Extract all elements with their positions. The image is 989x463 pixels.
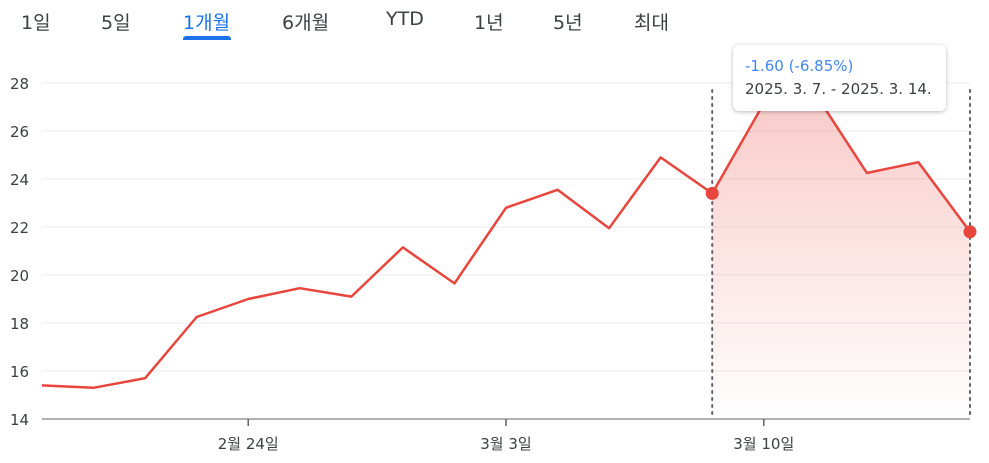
y-tick-label: 24 [10,171,29,189]
y-tick-label: 28 [10,75,29,93]
x-tick-label: 2월 24일 [218,435,279,453]
x-tick-label: 3월 10일 [733,435,794,453]
y-axis-ticks: 28 26 24 22 20 18 16 14 [10,75,29,429]
tab-5d[interactable]: 5일 [101,12,131,34]
tab-ytd[interactable]: YTD [386,8,424,30]
tab-1y[interactable]: 1년 [474,12,504,34]
active-tab-indicator [183,36,231,40]
selection-area [712,93,970,420]
price-change: -1.60 (-6.85%) [745,57,854,75]
y-tick-label: 22 [10,219,29,237]
tab-5y[interactable]: 5년 [553,12,583,34]
tab-max[interactable]: 최대 [634,12,669,34]
y-tick-label: 20 [10,267,29,285]
selection-bounds [711,89,971,420]
y-tick-label: 14 [10,411,29,429]
x-axis-ticks: 2월 24일 3월 3일 3월 10일 [218,419,794,453]
time-range-tabs: 1일 5일 1개월 6개월 YTD 1년 5년 최대 [0,0,989,44]
range-tooltip: -1.60 (-6.85%) 2025. 3. 7. - 2025. 3. 14… [733,45,946,111]
selection-point [705,186,719,200]
data-points [705,186,977,239]
tab-6m[interactable]: 6개월 [282,12,330,34]
x-tick-label: 3월 3일 [480,435,531,453]
y-tick-label: 16 [10,363,29,381]
y-tick-label: 18 [10,315,29,333]
selection-point [963,225,977,239]
tab-1m[interactable]: 1개월 [183,12,231,34]
tab-1d[interactable]: 1일 [21,12,51,34]
y-tick-label: 26 [10,123,29,141]
date-range: 2025. 3. 7. - 2025. 3. 14. [745,80,932,98]
